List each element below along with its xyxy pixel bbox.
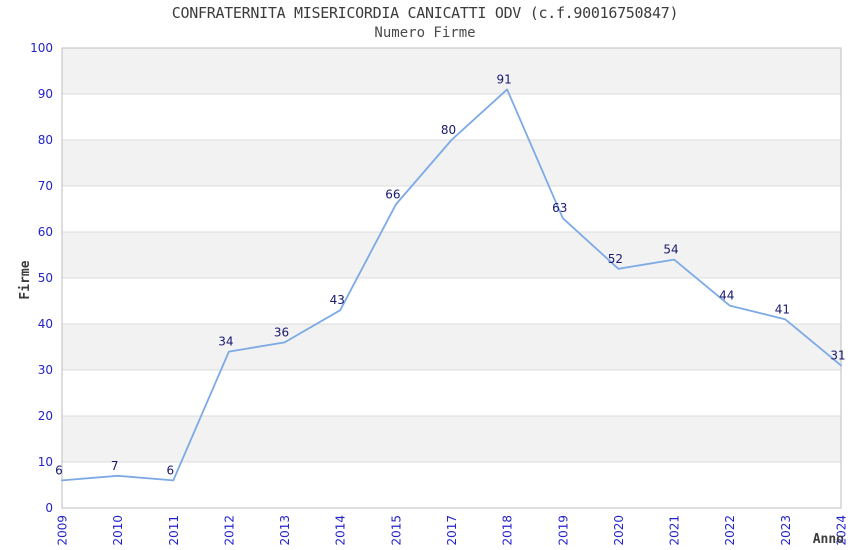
data-label: 41 [775, 302, 790, 316]
data-label: 36 [274, 325, 289, 339]
series-line [61, 88, 842, 482]
y-tick-label: 100 [30, 41, 53, 55]
x-tick-label: 2020 [612, 515, 626, 546]
data-label: 63 [552, 201, 567, 215]
data-label: 6 [166, 463, 174, 477]
x-tick-label: 2013 [278, 515, 292, 546]
plot-band [62, 370, 841, 416]
x-tick-label: 2014 [334, 515, 348, 546]
data-label: 31 [830, 348, 845, 362]
plot-band [62, 462, 841, 508]
x-tick-label: 2024 [835, 515, 849, 546]
y-tick-label: 50 [38, 271, 53, 285]
y-axis-title: Firme [18, 260, 33, 300]
plot-band [62, 94, 841, 140]
y-tick-label: 90 [38, 87, 53, 101]
y-tick-label: 60 [38, 225, 53, 239]
plot-band [62, 186, 841, 232]
data-label: 43 [330, 293, 345, 307]
y-tick-label: 70 [38, 179, 53, 193]
x-tick-label: 2017 [445, 515, 459, 546]
plot-band [62, 232, 841, 278]
x-axis-title: Anno [812, 532, 844, 547]
y-tick-label: 20 [38, 409, 53, 423]
x-tick-label: 2011 [167, 515, 181, 546]
x-tick-label: 2010 [111, 515, 125, 546]
y-tick-label: 40 [38, 317, 53, 331]
data-label: 80 [441, 123, 456, 137]
plot-band [62, 324, 841, 370]
data-label: 44 [719, 289, 734, 303]
x-tick-label: 2012 [222, 515, 236, 546]
x-tick-label: 2019 [556, 515, 570, 546]
data-label: 66 [385, 187, 400, 201]
x-tick-label: 2018 [501, 515, 515, 546]
plot-band [62, 48, 841, 94]
chart-subtitle: Numero Firme [374, 25, 476, 41]
data-label: 7 [111, 459, 119, 473]
data-label: 52 [608, 252, 623, 266]
x-tick-label: 2009 [56, 515, 70, 546]
y-tick-label: 10 [38, 455, 53, 469]
y-tick-label: 0 [45, 501, 53, 515]
plot-border [61, 47, 842, 509]
data-label: 34 [218, 335, 233, 349]
y-tick-label: 80 [38, 133, 53, 147]
x-tick-label: 2021 [668, 515, 682, 546]
x-tick-label: 2023 [779, 515, 793, 546]
data-label: 91 [497, 72, 512, 86]
data-label: 6 [55, 463, 63, 477]
data-label: 54 [663, 243, 678, 257]
chart-title: CONFRATERNITA MISERICORDIA CANICATTI ODV… [171, 4, 679, 22]
plot-band [62, 140, 841, 186]
x-tick-label: 2022 [723, 515, 737, 546]
plot-band [62, 278, 841, 324]
x-tick-label: 2015 [389, 515, 403, 546]
y-tick-label: 30 [38, 363, 53, 377]
plot-band [62, 416, 841, 462]
